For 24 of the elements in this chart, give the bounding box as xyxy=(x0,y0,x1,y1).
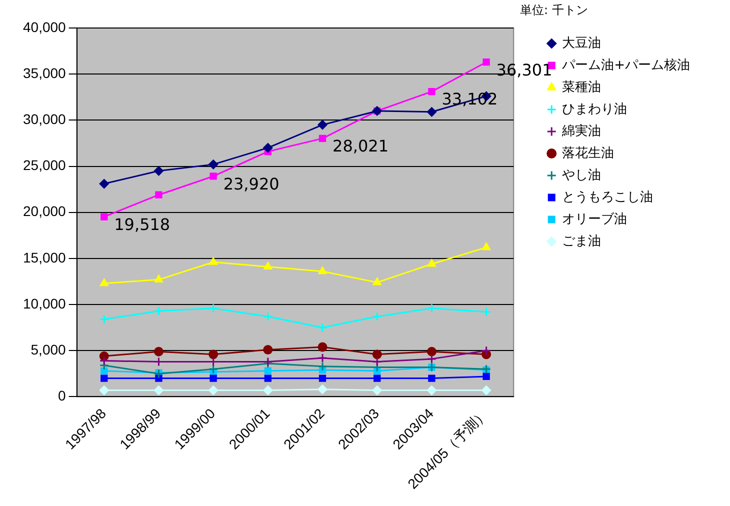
y-tick-label: 10,000 xyxy=(22,295,66,312)
y-tick-label: 15,000 xyxy=(22,249,66,266)
legend-label: 大豆油 xyxy=(562,36,602,51)
legend-label: パーム油+パーム核油 xyxy=(561,58,690,73)
data-label: 36,301 xyxy=(496,60,552,80)
legend-label: 落花生油 xyxy=(562,146,614,161)
text: 単位: 千トン xyxy=(520,2,588,19)
data-label: 23,920 xyxy=(223,174,280,194)
legend-label: 菜種油 xyxy=(562,80,602,95)
legend-label: オリーブ油 xyxy=(562,212,628,227)
legend-label: ごま油 xyxy=(562,234,602,249)
data-label: 28,021 xyxy=(332,136,388,156)
legend-label: とうもろこし油 xyxy=(562,190,654,205)
data-label: 19,518 xyxy=(114,214,170,234)
y-tick-label: 20,000 xyxy=(22,203,66,220)
y-tick-label: 0 xyxy=(58,388,66,404)
y-tick-label: 35,000 xyxy=(22,64,66,81)
legend-label: 綿実油 xyxy=(561,122,602,139)
y-tick-label: 5,000 xyxy=(30,342,66,358)
y-tick-label: 40,000 xyxy=(22,18,66,35)
legend-label: やし油 xyxy=(562,168,602,183)
y-tick-label: 30,000 xyxy=(22,111,66,128)
y-tick-label: 25,000 xyxy=(22,157,66,174)
legend-label: ひまわり油 xyxy=(562,102,628,117)
